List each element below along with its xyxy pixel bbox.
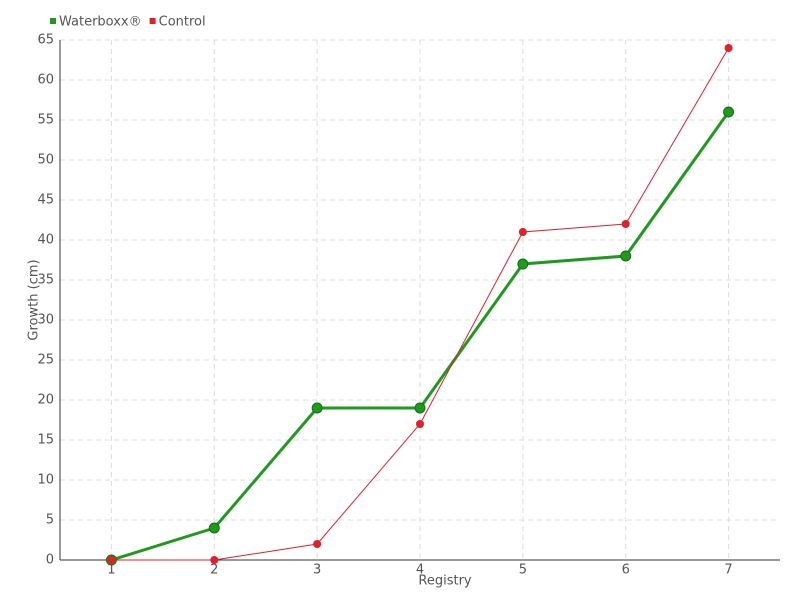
legend-label: Control xyxy=(159,15,206,30)
y-tick-label: 10 xyxy=(37,473,54,488)
data-point xyxy=(518,228,527,236)
x-tick-label: 1 xyxy=(107,563,115,578)
legend-label: Waterboxx® xyxy=(59,15,142,30)
y-tick-label: 15 xyxy=(37,433,54,448)
y-tick-label: 50 xyxy=(37,153,54,168)
data-point xyxy=(620,250,632,262)
x-tick-label: 7 xyxy=(724,563,732,578)
y-tick-label: 35 xyxy=(37,273,54,288)
x-tick-label: 6 xyxy=(622,563,630,578)
data-point xyxy=(313,540,322,548)
y-tick-label: 30 xyxy=(37,313,54,328)
y-tick-label: 25 xyxy=(37,353,54,368)
data-point xyxy=(517,258,529,270)
data-point xyxy=(724,44,733,52)
data-point xyxy=(414,402,426,414)
y-tick-label: 5 xyxy=(46,513,54,528)
x-tick-label: 4 xyxy=(416,563,424,578)
y-axis-label: Growth (cm) xyxy=(27,259,42,340)
legend-swatch xyxy=(50,18,56,24)
data-point xyxy=(621,220,630,228)
data-point xyxy=(210,556,219,564)
x-tick-label: 2 xyxy=(210,563,218,578)
y-tick-label: 40 xyxy=(37,233,54,248)
y-tick-label: 45 xyxy=(37,193,54,208)
y-tick-label: 60 xyxy=(37,73,54,88)
legend-swatch xyxy=(149,18,156,24)
data-point xyxy=(208,522,220,534)
x-axis-label: Registry xyxy=(418,574,472,589)
x-tick-label: 5 xyxy=(519,563,527,578)
y-tick-label: 20 xyxy=(37,393,54,408)
x-tick-label: 3 xyxy=(313,563,321,578)
data-point xyxy=(416,420,424,428)
data-point xyxy=(311,402,323,414)
y-tick-label: 0 xyxy=(46,553,54,568)
y-tick-label: 55 xyxy=(37,113,54,128)
data-point xyxy=(107,556,116,564)
y-tick-label: 65 xyxy=(37,33,54,48)
data-point xyxy=(723,106,735,118)
